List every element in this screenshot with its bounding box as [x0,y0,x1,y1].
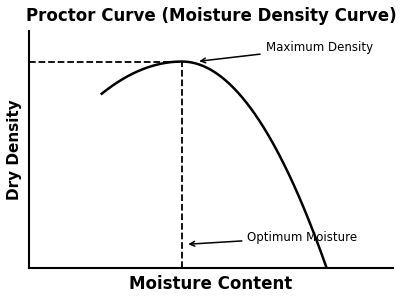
Text: Maximum Density: Maximum Density [201,41,373,63]
Y-axis label: Dry Density: Dry Density [7,99,22,200]
Title: Proctor Curve (Moisture Density Curve): Proctor Curve (Moisture Density Curve) [26,7,396,25]
X-axis label: Moisture Content: Moisture Content [129,275,292,293]
Text: Optimum Moisture: Optimum Moisture [190,231,358,246]
